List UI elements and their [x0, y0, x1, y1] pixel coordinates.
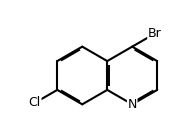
Text: N: N	[127, 98, 137, 111]
Text: Br: Br	[148, 27, 162, 40]
Text: Cl: Cl	[29, 96, 41, 109]
